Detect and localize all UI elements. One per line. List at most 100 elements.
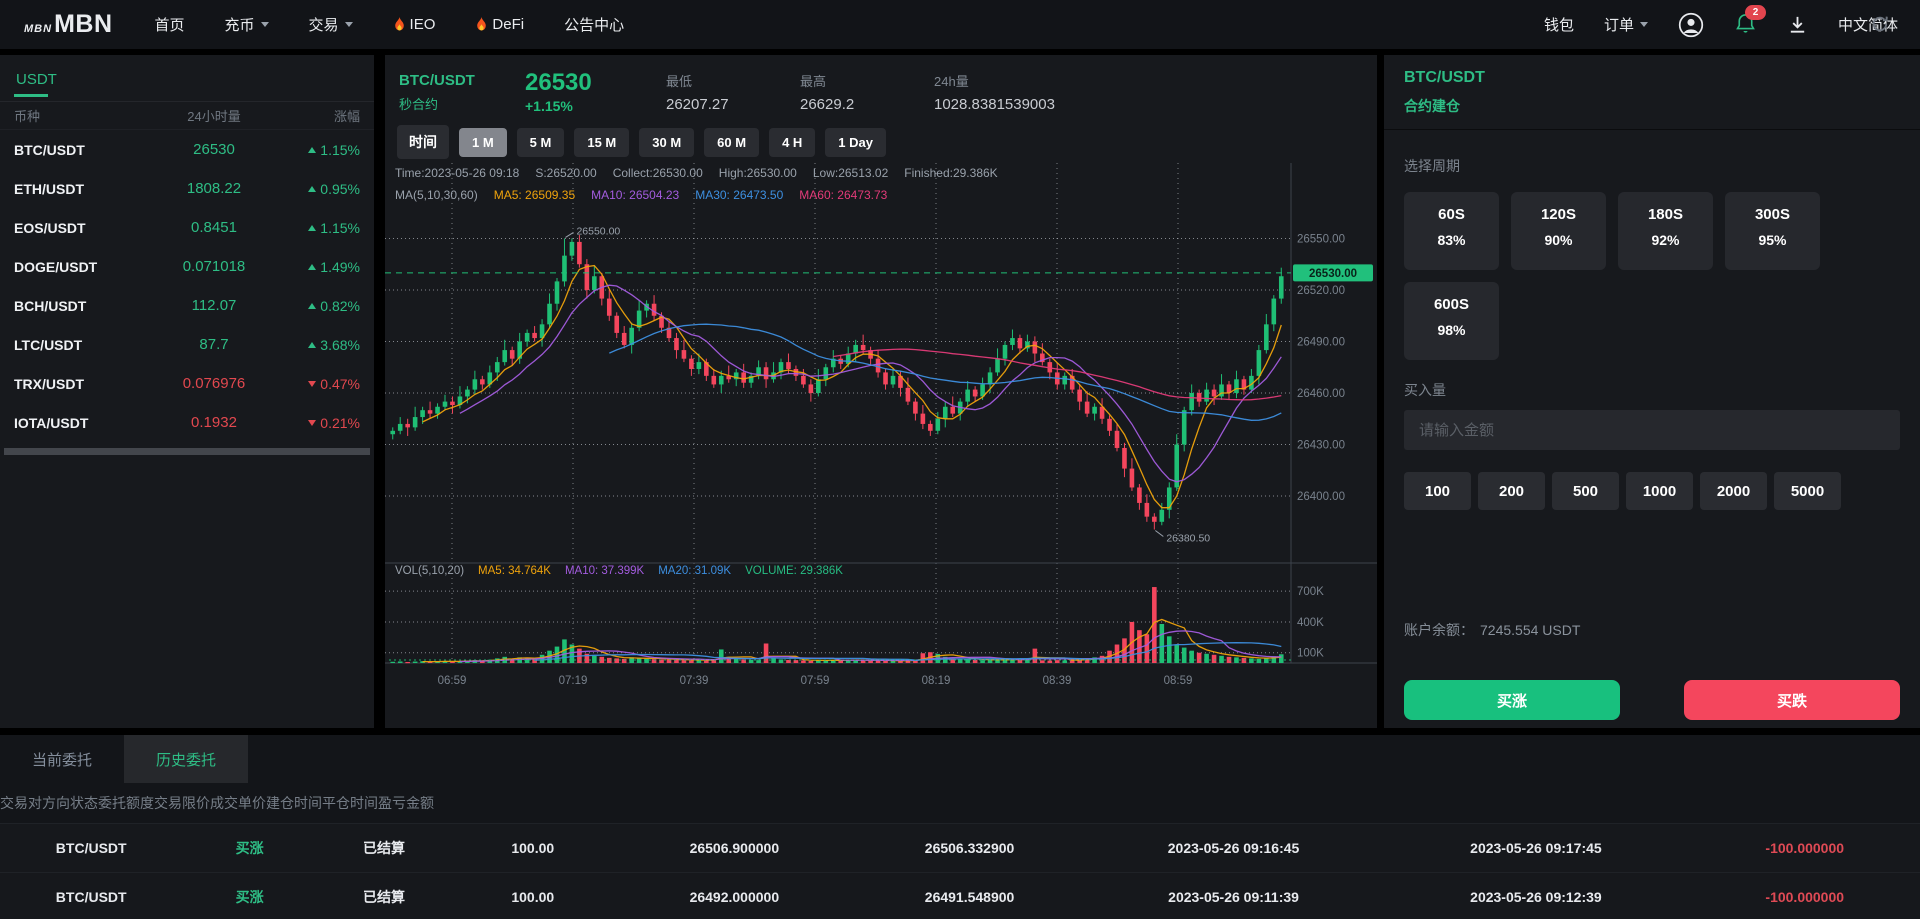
- col-coin: 币种: [14, 109, 41, 124]
- sidebar-scrollbar[interactable]: [4, 448, 370, 455]
- market-pair-row[interactable]: TRX/USDT 0.076976 0.47%: [0, 364, 374, 403]
- period-seconds: 120S: [1540, 206, 1577, 223]
- pair-name: ETH/USDT: [14, 180, 84, 197]
- order-row[interactable]: BTC/USDT 买涨 已结算 100.00 26492.000000 2649…: [0, 872, 1920, 919]
- pair-change: 3.68%: [294, 337, 360, 353]
- period-seconds: 60S: [1438, 206, 1465, 223]
- market-pair-row[interactable]: BCH/USDT 112.07 0.82%: [0, 286, 374, 325]
- trend-arrow-icon: [308, 263, 317, 270]
- chevron-down-icon: [1639, 22, 1648, 27]
- timeframe-button[interactable]: 1 M: [459, 127, 507, 157]
- period-option[interactable]: 300S 95%: [1725, 192, 1820, 270]
- brand-logo[interactable]: MBN MBN: [24, 10, 113, 39]
- market-pair-row[interactable]: BTC/USDT 26530 1.15%: [0, 130, 374, 169]
- nav-menu-item[interactable]: 首页: [155, 14, 185, 35]
- chevron-down-icon: [260, 22, 269, 27]
- nav-menu-item[interactable]: 充币: [225, 14, 269, 35]
- account-balance: 账户余额： 7245.554 USDT: [1404, 620, 1900, 640]
- orders-section: 当前委托 历史委托 交易对 方向 状态 委托额度 交易限价 成交单价 建仓时间 …: [0, 16, 1920, 919]
- market-pair-row[interactable]: EOS/USDT 0.8451 1.15%: [0, 208, 374, 247]
- period-option[interactable]: 60S 83%: [1404, 192, 1499, 270]
- orders-tab[interactable]: 历史委托: [124, 735, 248, 783]
- notification-bell-icon[interactable]: 2: [1734, 5, 1766, 37]
- period-seconds: 180S: [1647, 206, 1684, 223]
- buy-up-button[interactable]: 买涨: [1404, 680, 1620, 720]
- nav-menu-item[interactable]: IEO: [393, 16, 435, 33]
- pair-name: TRX/USDT: [14, 375, 84, 392]
- quick-amount-button[interactable]: 200: [1478, 472, 1545, 510]
- pair-volume: 26530: [193, 141, 235, 158]
- timeframe-button[interactable]: 1 Day: [825, 127, 886, 157]
- wallet-link[interactable]: 钱包: [1543, 17, 1574, 34]
- timeframe-button[interactable]: 4 H: [769, 127, 816, 157]
- market-pair-row[interactable]: DOGE/USDT 0.071018 1.49%: [0, 247, 374, 286]
- chart-stat-value: 1028.8381539003: [934, 96, 1055, 113]
- order-close-time: 2023-05-26 09:12:39: [1470, 889, 1602, 905]
- quick-amount-button[interactable]: 100: [1404, 472, 1471, 510]
- quick-amount-button[interactable]: 5000: [1774, 472, 1841, 510]
- buy-down-button[interactable]: 买跌: [1684, 680, 1900, 720]
- orders-link-label: 订单: [1603, 17, 1634, 34]
- pair-change: 1.15%: [294, 220, 360, 236]
- svg-text:06:59: 06:59: [438, 675, 467, 687]
- timeframe-button[interactable]: 15 M: [574, 127, 630, 157]
- market-pair-row[interactable]: IOTA/USDT 0.1932 0.21%: [0, 403, 374, 442]
- col-change: 涨幅: [333, 109, 360, 124]
- quick-amount-button[interactable]: 1000: [1626, 472, 1693, 510]
- period-option[interactable]: 120S 90%: [1511, 192, 1606, 270]
- account-avatar-icon[interactable]: [1678, 12, 1704, 38]
- quick-amount-button[interactable]: 500: [1552, 472, 1619, 510]
- nav-menu-item[interactable]: 公告中心: [564, 14, 624, 35]
- period-payout: 83%: [1437, 232, 1466, 248]
- order-pnl: -100.000000: [1765, 840, 1845, 856]
- order-amount: 100.00: [511, 840, 555, 856]
- market-pair-row[interactable]: ETH/USDT 1808.22 0.95%: [0, 169, 374, 208]
- brand-logo-prefix: MBN: [24, 23, 53, 35]
- chart-stats: 最低 26207.27 最高 26629.2 24h量 1028.8381539…: [666, 71, 1068, 113]
- chevron-down-icon: [344, 22, 353, 27]
- refresh-icon[interactable]: [1870, 14, 1890, 39]
- amount-label: 买入量: [1404, 382, 1446, 398]
- timeframe-button[interactable]: 30 M: [639, 127, 695, 157]
- trend-arrow-icon: [308, 380, 317, 387]
- quick-amount-button[interactable]: 2000: [1700, 472, 1767, 510]
- pair-name: EOS/USDT: [14, 219, 86, 236]
- orders-header-cell: 成交单价: [210, 795, 266, 811]
- svg-text:26460.00: 26460.00: [1297, 388, 1345, 400]
- svg-text:700K: 700K: [1297, 586, 1324, 598]
- period-option[interactable]: 180S 92%: [1618, 192, 1713, 270]
- chart-pair-name: BTC/USDT: [399, 71, 475, 89]
- timeframe-button[interactable]: 60 M: [704, 127, 760, 157]
- tab-usdt[interactable]: USDT: [14, 59, 59, 97]
- pair-change: 1.49%: [294, 259, 360, 275]
- order-pair: BTC/USDT: [55, 889, 127, 905]
- pair-change-value: 0.47%: [320, 375, 360, 392]
- kline-chart[interactable]: Time:2023-05-26 09:18 S:26520.00 Collect:2…: [385, 163, 1377, 709]
- market-pair-row[interactable]: LTC/USDT 87.7 3.68%: [0, 325, 374, 364]
- orders-link[interactable]: 订单: [1604, 14, 1648, 35]
- order-direction: 买涨: [235, 840, 264, 856]
- download-app-icon[interactable]: [1787, 14, 1808, 35]
- period-option[interactable]: 600S 98%: [1404, 282, 1499, 360]
- orders-tab-bar: 当前委托 历史委托: [0, 735, 1920, 783]
- last-price: 26530: [525, 68, 592, 96]
- orders-tab[interactable]: 当前委托: [31, 751, 92, 769]
- svg-text:07:19: 07:19: [559, 675, 588, 687]
- nav-menu-item[interactable]: DeFi: [475, 16, 524, 33]
- period-payout: 98%: [1437, 322, 1466, 338]
- pair-change-value: 1.15%: [320, 141, 360, 158]
- notification-badge: 2: [1744, 5, 1766, 20]
- amount-input[interactable]: [1404, 410, 1900, 450]
- svg-text:26380.50: 26380.50: [1166, 533, 1210, 545]
- order-pnl: -100.000000: [1765, 889, 1845, 905]
- pair-volume: 0.076976: [182, 375, 246, 392]
- chart-header: BTC/USDT 秒合约 26530 +1.15% 最低 26207.27 最高…: [385, 63, 1377, 121]
- nav-menu-item[interactable]: 交易: [309, 14, 353, 35]
- trade-panel: BTC/USDT 合约建仓 选择周期 60S 83% 120S 90% 180S…: [1384, 55, 1920, 728]
- pair-volume: 0.1932: [191, 414, 237, 431]
- svg-text:08:19: 08:19: [922, 675, 951, 687]
- order-row[interactable]: BTC/USDT 买涨 已结算 100.00 26506.900000 2650…: [0, 823, 1920, 872]
- timeframe-button[interactable]: 5 M: [516, 127, 565, 157]
- chart-stat-label: 24h量: [934, 74, 969, 89]
- pair-change: 0.82%: [294, 298, 360, 314]
